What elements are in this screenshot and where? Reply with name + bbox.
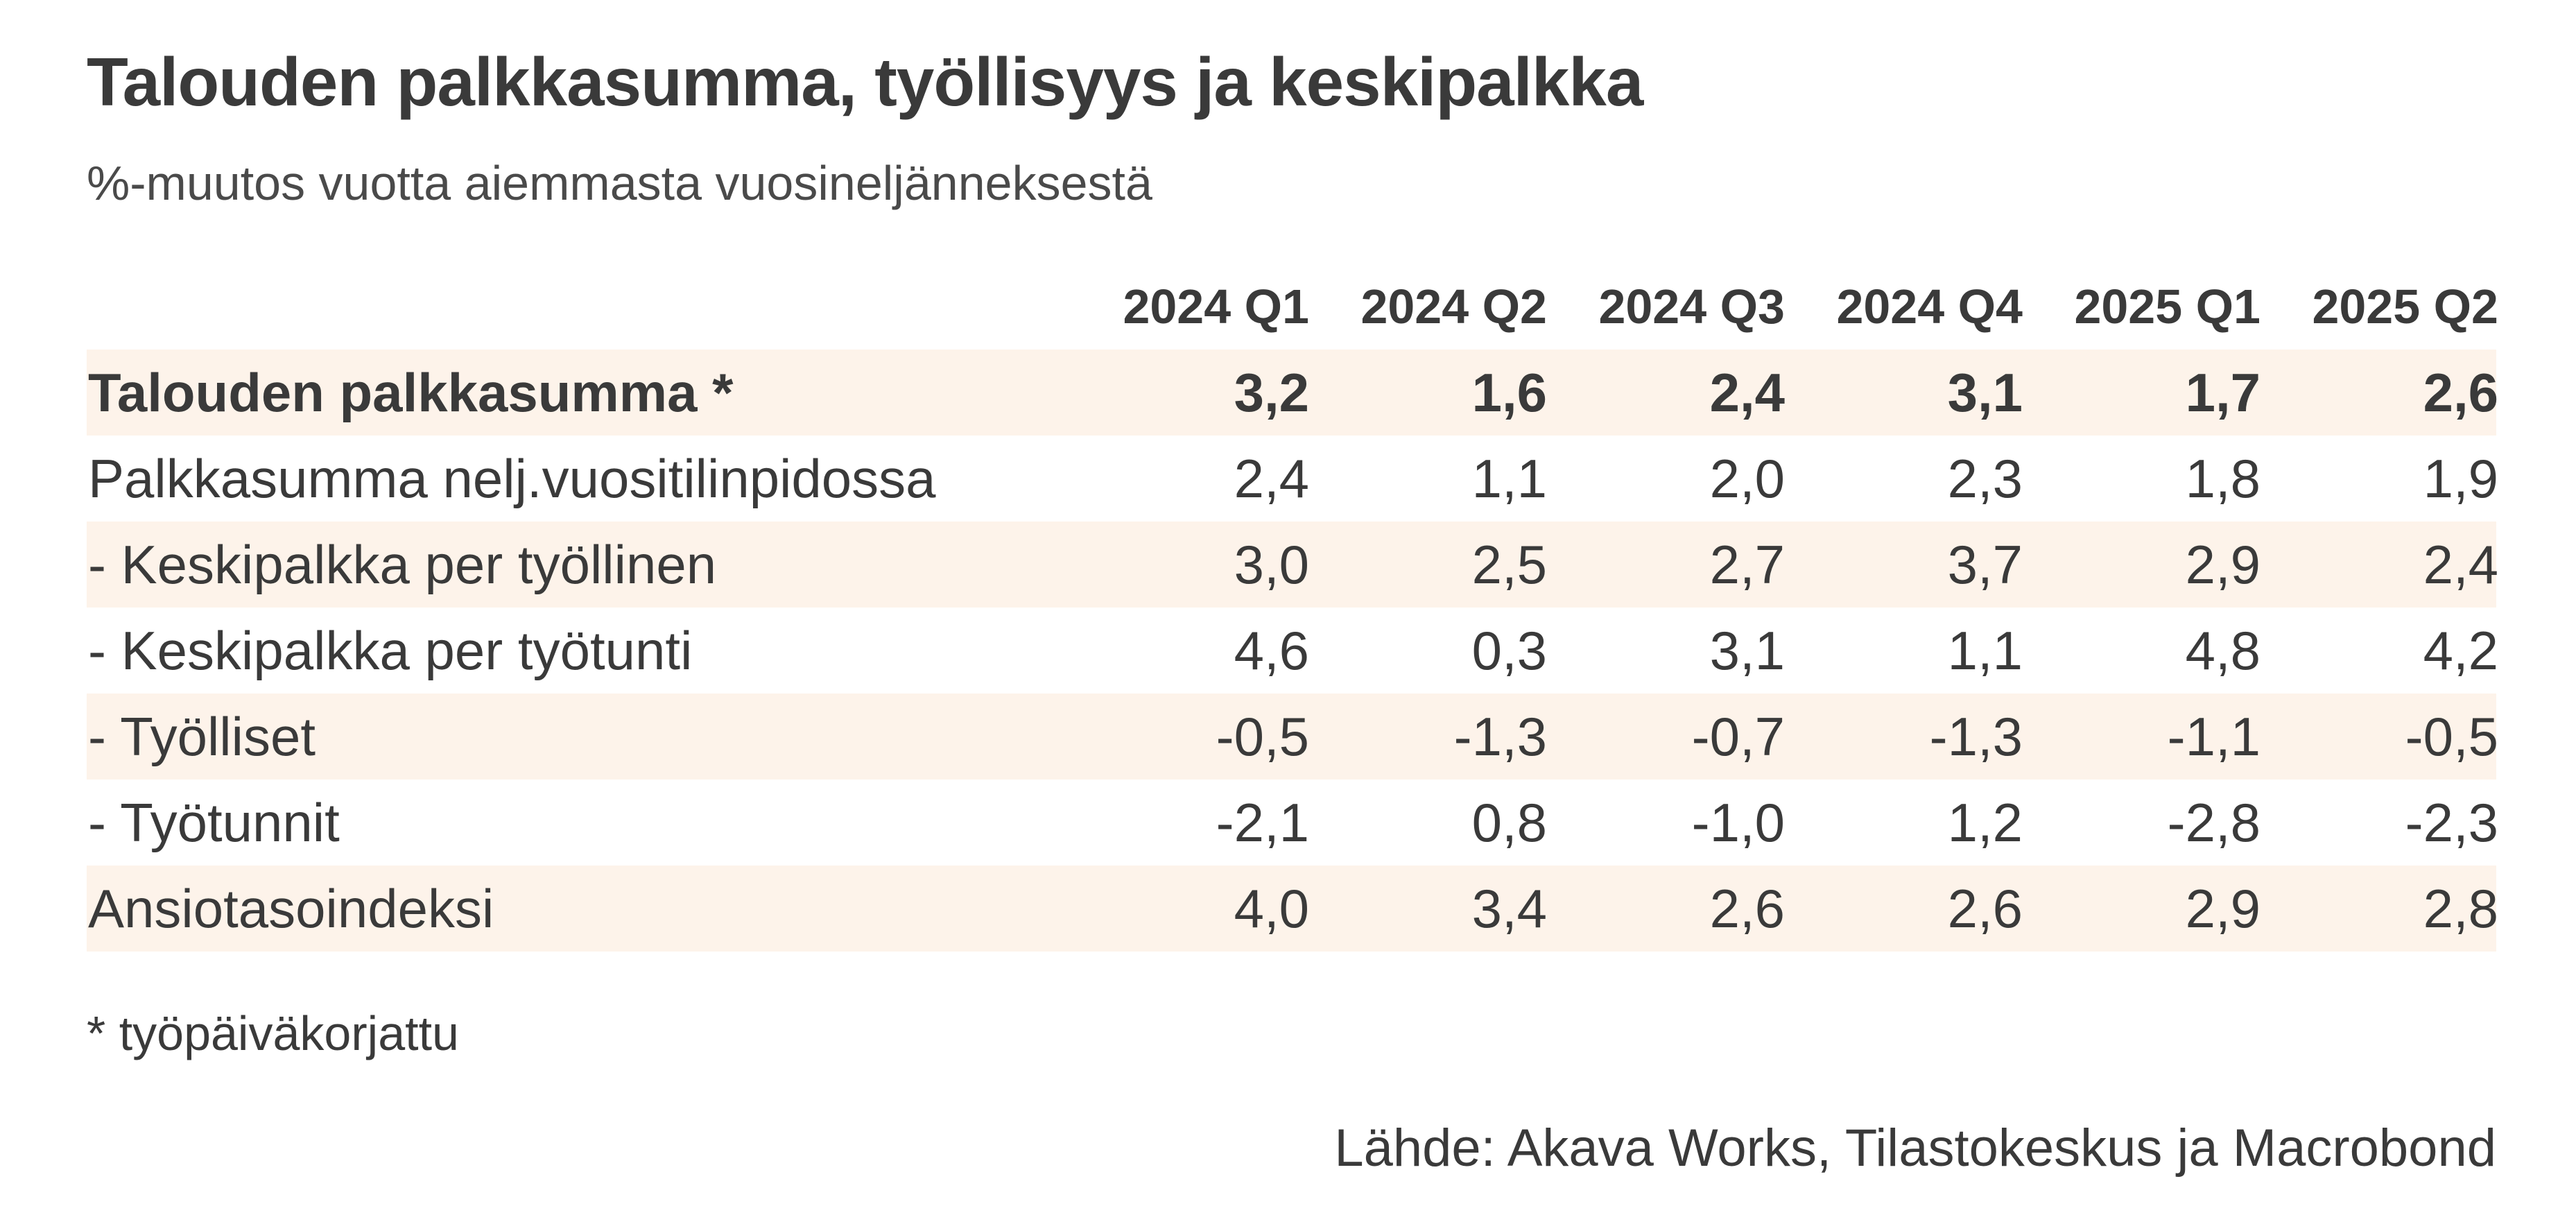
table-cell: 2,0 [1709, 447, 1785, 509]
table-cell: 2,4 [2423, 533, 2498, 595]
row-label: - Keskipalkka per työtunti [88, 619, 693, 681]
table-cell: 2,6 [1709, 877, 1785, 939]
table-row: Talouden palkkasumma * 3,2 1,6 2,4 3,1 1… [87, 350, 2498, 436]
row-label: - Työtunnit [88, 791, 340, 853]
table-cell: -0,5 [1216, 705, 1309, 767]
row-label: - Keskipalkka per työllinen [88, 533, 717, 595]
table-cell: 3,1 [1947, 361, 2023, 423]
table-cell: -2,1 [1216, 791, 1309, 853]
table-header-row: 2024 Q1 2024 Q2 2024 Q3 2024 Q4 2025 Q1 … [87, 264, 2498, 350]
table-cell: 1,1 [1947, 619, 2023, 681]
column-header: 2025 Q2 [2312, 279, 2498, 334]
table-cell: 2,3 [1947, 447, 2023, 509]
table-cell: 3,4 [1471, 877, 1547, 939]
source-note: Lähde: Akava Works, Tilastokeskus ja Mac… [1334, 1119, 2496, 1178]
table-cell: -0,7 [1691, 705, 1785, 767]
table-cell: 1,7 [2185, 361, 2261, 423]
table-cell: -0,5 [2405, 705, 2498, 767]
table-cell: 2,5 [1471, 533, 1547, 595]
table-cell: 1,9 [2423, 447, 2498, 509]
table-cell: -1,3 [1929, 705, 2023, 767]
table-cell: 0,3 [1471, 619, 1547, 681]
table-cell: 1,6 [1471, 361, 1547, 423]
table-cell: 3,7 [1947, 533, 2023, 595]
table-cell: 2,4 [1234, 447, 1309, 509]
column-header: 2025 Q1 [2074, 279, 2261, 334]
table-cell: 2,9 [2185, 877, 2261, 939]
table-row: Ansiotasoindeksi 4,0 3,4 2,6 2,6 2,9 2,8 [87, 866, 2498, 952]
table-cell: 4,2 [2423, 619, 2498, 681]
table-cell: 4,8 [2185, 619, 2261, 681]
data-table: 2024 Q1 2024 Q2 2024 Q3 2024 Q4 2025 Q1 … [87, 264, 2498, 952]
table-cell: 1,1 [1471, 447, 1547, 509]
table-row: - Työtunnit -2,1 0,8 -1,0 1,2 -2,8 -2,3 [87, 780, 2498, 866]
column-header: 2024 Q3 [1598, 279, 1785, 334]
table-cell: 2,6 [1947, 877, 2023, 939]
table-cell: 2,4 [1709, 361, 1785, 423]
column-header: 2024 Q4 [1836, 279, 2023, 334]
table-cell: 4,6 [1234, 619, 1309, 681]
table-cell: 2,7 [1709, 533, 1785, 595]
chart-title: Talouden palkkasumma, työllisyys ja kesk… [87, 44, 1643, 120]
table-cell: -2,8 [2167, 791, 2261, 853]
table-cell: 1,2 [1947, 791, 2023, 853]
table-cell: 4,0 [1234, 877, 1309, 939]
table-row: - Työlliset -0,5 -1,3 -0,7 -1,3 -1,1 -0,… [87, 694, 2498, 780]
table-cell: 2,6 [2423, 361, 2498, 423]
table-cell: -2,3 [2405, 791, 2498, 853]
table-cell: 3,1 [1709, 619, 1785, 681]
footnote: * työpäiväkorjattu [87, 1006, 459, 1060]
row-label: Ansiotasoindeksi [88, 877, 494, 939]
table-cell: 2,8 [2423, 877, 2498, 939]
table-cell: 3,2 [1234, 361, 1309, 423]
table-cell: -1,3 [1453, 705, 1547, 767]
table-cell: 2,9 [2185, 533, 2261, 595]
table-row: Palkkasumma nelj.vuositilinpidossa 2,4 1… [87, 436, 2498, 522]
row-label: - Työlliset [88, 705, 315, 767]
table-row: - Keskipalkka per työtunti 4,6 0,3 3,1 1… [87, 608, 2498, 694]
table-cell: 1,8 [2185, 447, 2261, 509]
row-label: Talouden palkkasumma * [88, 361, 734, 423]
table-cell: 0,8 [1471, 791, 1547, 853]
chart-subtitle: %-muutos vuotta aiemmasta vuosineljännek… [87, 156, 1152, 210]
table-cell: 3,0 [1234, 533, 1309, 595]
table-cell: -1,0 [1691, 791, 1785, 853]
column-header: 2024 Q1 [1123, 279, 1309, 334]
column-header: 2024 Q2 [1360, 279, 1547, 334]
table-row: - Keskipalkka per työllinen 3,0 2,5 2,7 … [87, 522, 2498, 608]
table-cell: -1,1 [2167, 705, 2261, 767]
row-label: Palkkasumma nelj.vuositilinpidossa [88, 447, 936, 509]
